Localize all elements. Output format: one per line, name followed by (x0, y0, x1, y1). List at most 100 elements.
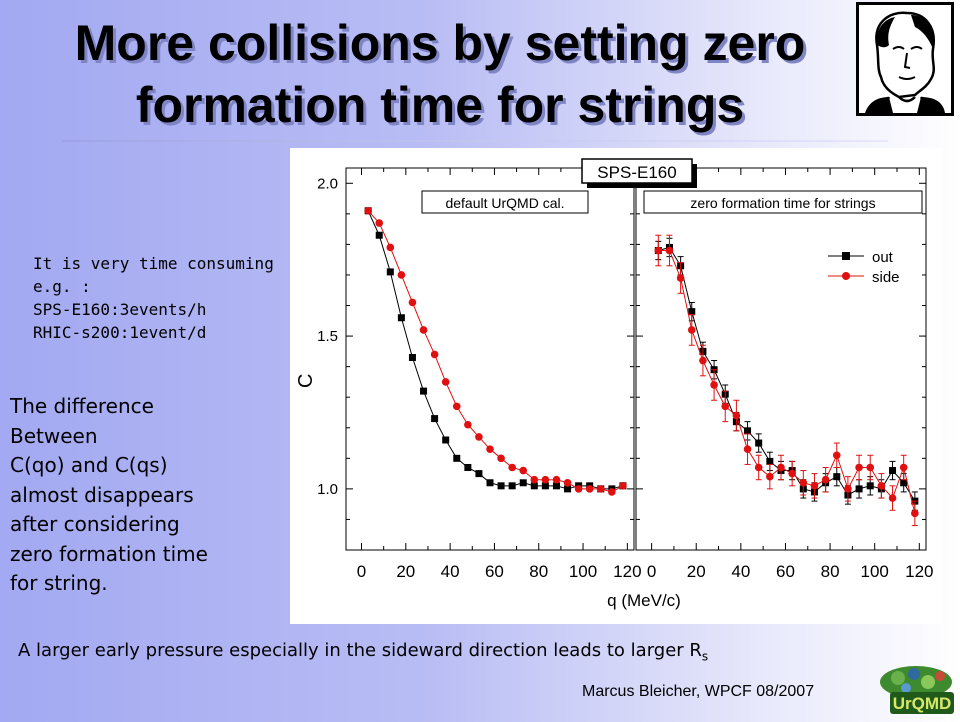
data-point-side (832, 451, 841, 460)
data-point-side (743, 445, 752, 453)
data-point-side (855, 463, 863, 472)
data-point-out (375, 231, 383, 239)
data-point-side (486, 445, 494, 453)
data-point-out (519, 479, 527, 487)
data-point-out (855, 485, 863, 493)
data-point-out (766, 457, 774, 465)
data-point-side (754, 463, 763, 472)
legend-side-marker (842, 272, 850, 280)
data-point-out (508, 482, 516, 490)
title-box (581, 158, 693, 184)
legend-out-marker (842, 252, 850, 260)
data-point-side (899, 463, 908, 472)
x-tick-label: 60 (776, 562, 795, 581)
data-point-side (475, 433, 483, 441)
data-point-side (519, 466, 528, 475)
logo-particle (891, 671, 905, 685)
data-point-out (900, 479, 908, 487)
x-tick-label: 80 (821, 562, 840, 581)
x-tick-label: 100 (861, 562, 889, 581)
data-point-side (608, 488, 616, 496)
panel-frame (635, 167, 927, 551)
data-point-out (564, 485, 572, 493)
data-point-out (889, 467, 897, 475)
difference-note-line: after considering (10, 512, 180, 536)
timing-note: It is very time consuming e.g. : SPS-E16… (33, 252, 274, 344)
logo-particle (901, 683, 911, 693)
difference-note: The difference Between C(qo) and C(qs) a… (10, 392, 208, 599)
data-point-out (420, 387, 428, 395)
data-point-side (464, 420, 472, 429)
data-point-out (431, 415, 439, 423)
data-point-side (452, 402, 461, 411)
logo-particle (921, 675, 935, 689)
data-point-side (654, 246, 663, 255)
difference-note-line: The difference (10, 394, 154, 418)
legend-side-label: side (872, 269, 900, 286)
data-point-out (530, 482, 538, 490)
data-point-side (844, 485, 852, 493)
difference-note-line: C(qo) and C(qs) (10, 453, 168, 477)
data-point-side (721, 402, 730, 411)
y-axis-label: C (295, 374, 317, 388)
data-point-side (888, 494, 897, 502)
data-point-out (408, 353, 416, 361)
difference-note-line: almost disappears (10, 482, 194, 507)
title-divider (62, 140, 888, 142)
timing-note-line: e.g. : (33, 277, 91, 296)
data-point-side (552, 475, 561, 484)
conclusion-text: A larger early pressure especially in th… (18, 640, 708, 664)
data-point-side (877, 482, 886, 490)
data-point-out (464, 463, 472, 471)
data-point-out (486, 479, 494, 487)
legend: out side (828, 249, 900, 286)
data-point-side (911, 509, 919, 518)
data-point-side (585, 485, 594, 493)
x-tick-label: 0 (357, 562, 366, 581)
conclusion-subscript: s (701, 649, 709, 664)
data-point-side (676, 274, 685, 282)
data-point-side (732, 411, 741, 420)
data-point-side (799, 478, 808, 487)
data-point-side (530, 475, 539, 484)
series-line-side (658, 250, 916, 514)
x-tick-label: 100 (569, 562, 597, 581)
data-point-side (810, 482, 819, 490)
series-line-out (367, 210, 624, 490)
data-point-side (364, 206, 372, 215)
legend-out-label: out (872, 249, 894, 266)
difference-note-line: for string. (10, 571, 108, 595)
x-tick-label: 120 (613, 562, 641, 581)
difference-note-line: Between (10, 423, 98, 448)
title-line-1: More collisions by setting zero (74, 15, 806, 71)
data-point-out (442, 436, 450, 444)
logo-particle (935, 671, 945, 681)
data-point-side (619, 482, 627, 490)
panel-label-left: default UrQMD cal. (445, 195, 564, 211)
data-point-out (688, 308, 696, 316)
data-point-side (397, 271, 406, 279)
data-point-side (596, 485, 605, 493)
chart-title: SPS-E160 (597, 163, 676, 182)
x-tick-label: 40 (441, 562, 460, 581)
x-tick-label: 20 (396, 562, 415, 581)
data-point-side (777, 463, 785, 472)
x-tick-label: 20 (687, 562, 706, 581)
conclusion-main: A larger early pressure especially in th… (18, 640, 702, 661)
x-tick-label: 120 (905, 562, 933, 581)
data-point-out (755, 439, 763, 447)
difference-note-line: zero formation time (10, 541, 208, 566)
y-tick-label: 2.0 (317, 175, 338, 192)
data-point-side (821, 475, 830, 484)
series-line-side (367, 210, 624, 493)
data-point-out (833, 473, 841, 481)
data-point-out (541, 482, 549, 490)
logo-text: UrQMD (893, 694, 952, 713)
data-point-side (375, 219, 384, 227)
data-point-side (699, 356, 707, 365)
data-point-side (430, 350, 439, 359)
data-point-side (866, 463, 875, 472)
data-point-side (497, 454, 505, 463)
data-point-side (541, 475, 550, 484)
data-point-out (866, 482, 874, 490)
